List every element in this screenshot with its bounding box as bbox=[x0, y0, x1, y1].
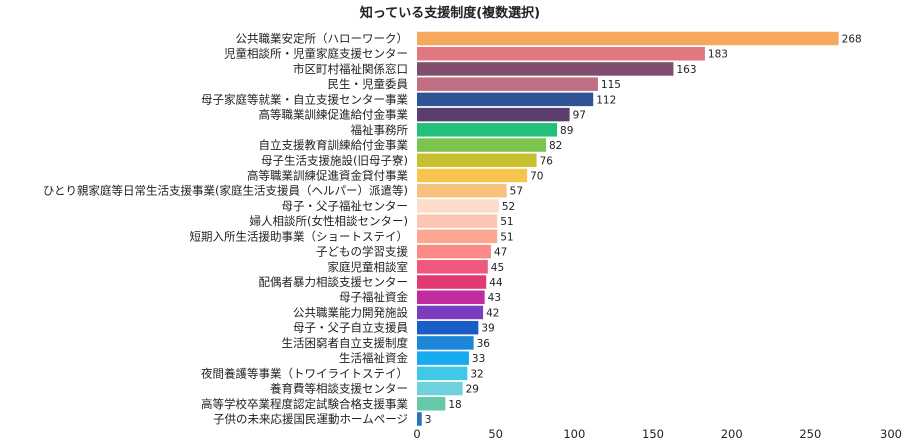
bar bbox=[417, 244, 491, 259]
bar bbox=[417, 199, 499, 213]
value-label: 3 bbox=[425, 414, 432, 426]
x-tick-label: 250 bbox=[799, 427, 821, 440]
value-label: 51 bbox=[500, 231, 513, 243]
category-label: 自立支援教育訓練給付金事業 bbox=[259, 138, 409, 152]
bar bbox=[417, 214, 498, 228]
category-label: 母子・父子自立支援員 bbox=[293, 321, 408, 335]
category-label: 母子福祉資金 bbox=[339, 290, 408, 304]
value-label: 115 bbox=[601, 79, 621, 91]
bar bbox=[417, 305, 484, 320]
value-label: 51 bbox=[500, 216, 513, 228]
value-label: 42 bbox=[486, 307, 499, 319]
x-tick-label: 200 bbox=[721, 427, 743, 440]
value-label: 44 bbox=[489, 277, 503, 289]
bar bbox=[417, 275, 487, 289]
category-label: ひとり親家庭等日常生活支援事業(家庭生活支援員（ヘルパー）派遣等) bbox=[43, 184, 408, 198]
bar bbox=[417, 77, 598, 91]
value-label: 36 bbox=[477, 338, 491, 350]
value-labels: 2681831631151129789827670575251514745444… bbox=[425, 34, 862, 427]
category-label: 短期入所生活援助事業（ショートステイ） bbox=[190, 229, 409, 243]
value-label: 89 bbox=[560, 125, 573, 137]
value-label: 57 bbox=[510, 186, 523, 198]
value-label: 97 bbox=[573, 110, 586, 122]
category-label: 生活福祉資金 bbox=[339, 351, 408, 365]
bar bbox=[417, 168, 528, 183]
category-label: 家庭児童相談室 bbox=[328, 260, 409, 274]
bar bbox=[417, 92, 594, 107]
bar bbox=[417, 62, 674, 76]
x-tick-label: 50 bbox=[488, 427, 503, 440]
bar bbox=[417, 412, 422, 426]
category-label: 公共職業能力開発施設 bbox=[293, 305, 408, 319]
category-label: 配偶者暴力相談支援センター bbox=[259, 275, 409, 289]
x-tick-label: 150 bbox=[642, 427, 664, 440]
bar bbox=[417, 351, 469, 365]
bar bbox=[417, 336, 474, 350]
value-label: 76 bbox=[540, 155, 554, 167]
value-label: 70 bbox=[530, 170, 543, 182]
bar bbox=[417, 107, 570, 122]
bars-layer bbox=[417, 31, 839, 426]
bar bbox=[417, 260, 488, 274]
bar bbox=[417, 138, 547, 152]
category-label: 高等職業訓練促進給付金事業 bbox=[259, 108, 409, 122]
value-label: 43 bbox=[488, 292, 501, 304]
value-label: 29 bbox=[466, 384, 479, 396]
category-label: 母子家庭等就業・自立支援センター事業 bbox=[201, 92, 408, 106]
category-label: 生活困窮者自立支援制度 bbox=[282, 336, 409, 350]
x-tick-label: 100 bbox=[563, 427, 585, 440]
value-label: 18 bbox=[448, 399, 461, 411]
category-label: 児童相談所・児童家庭支援センター bbox=[224, 47, 408, 61]
value-label: 32 bbox=[470, 368, 483, 380]
bar bbox=[417, 183, 507, 198]
category-labels: 公共職業安定所（ハローワーク）児童相談所・児童家庭支援センター市区町村福祉関係窓… bbox=[43, 32, 409, 427]
category-label: 市区町村福祉関係窓口 bbox=[293, 62, 408, 76]
bar bbox=[417, 229, 498, 244]
bar bbox=[417, 366, 468, 381]
value-label: 52 bbox=[502, 201, 515, 213]
category-label: 高等職業訓練促進資金貸付事業 bbox=[247, 168, 408, 182]
category-label: 子供の未来応援国民運動ホームページ bbox=[213, 412, 408, 426]
x-tick-label: 0 bbox=[413, 427, 420, 440]
category-label: 福祉事務所 bbox=[351, 123, 409, 137]
bar bbox=[417, 153, 537, 168]
value-label: 163 bbox=[676, 64, 696, 76]
x-tick-label: 300 bbox=[880, 427, 902, 440]
bar bbox=[417, 290, 485, 304]
category-label: 高等学校卒業程度認定試験合格支援事業 bbox=[201, 397, 408, 411]
category-label: 婦人相談所(女性相談センター) bbox=[250, 214, 408, 228]
category-label: 夜間養護等事業（トワイライトステイ） bbox=[201, 366, 408, 380]
chart-title: 知っている支援制度(複数選択) bbox=[360, 5, 540, 21]
bar bbox=[417, 397, 446, 411]
value-label: 33 bbox=[472, 353, 485, 365]
value-label: 112 bbox=[596, 94, 616, 106]
bar bbox=[417, 31, 839, 46]
bar bbox=[417, 46, 705, 61]
bar bbox=[417, 381, 463, 396]
category-label: 母子・父子福祉センター bbox=[282, 199, 409, 213]
category-label: 養育費等相談支援センター bbox=[270, 382, 408, 396]
value-label: 268 bbox=[842, 34, 862, 46]
value-label: 39 bbox=[481, 323, 494, 335]
bar bbox=[417, 320, 479, 335]
value-label: 82 bbox=[549, 140, 562, 152]
value-label: 47 bbox=[494, 247, 507, 259]
category-label: 母子生活支援施設(旧母子寮) bbox=[261, 153, 408, 167]
x-axis-ticks: 0 50 100 150 200 250 300 bbox=[413, 427, 902, 440]
category-label: 民生・児童委員 bbox=[328, 77, 409, 91]
value-label: 45 bbox=[491, 262, 504, 274]
value-label: 183 bbox=[708, 49, 728, 61]
bar bbox=[417, 123, 558, 137]
category-label: 子どもの学習支援 bbox=[316, 245, 408, 259]
category-label: 公共職業安定所（ハローワーク） bbox=[236, 32, 409, 46]
